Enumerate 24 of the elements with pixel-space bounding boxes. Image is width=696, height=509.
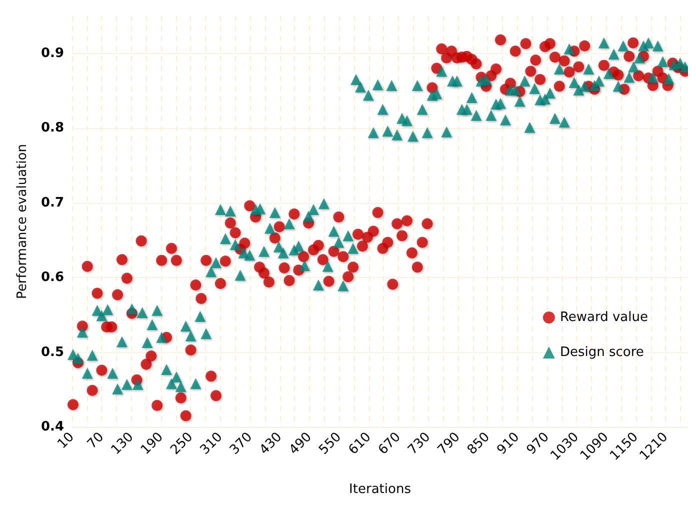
x-tick-label: 430 (256, 430, 286, 458)
x-tick-label: 190 (138, 430, 166, 458)
x-tick-label: 730 (405, 430, 434, 458)
x-tick-label: 310 (198, 430, 226, 458)
y-tick-label: 0.7 (40, 195, 64, 210)
x-tick-label: 910 (494, 430, 523, 458)
legend-label: Design score (560, 345, 644, 360)
y-tick-label: 0.9 (40, 46, 64, 61)
y-tick-label: 0.5 (40, 344, 64, 360)
x-tick-label: 70 (84, 430, 107, 452)
y-tick-label: 0.6 (40, 270, 64, 286)
x-tick-label: 790 (435, 430, 464, 458)
y-axis-title: Performance evaluation (15, 144, 30, 299)
x-tick-label: 130 (108, 430, 137, 458)
y-tick-label: 0.8 (40, 120, 64, 136)
legend-label: Reward value (560, 310, 648, 325)
x-tick-label: 610 (346, 430, 374, 458)
x-tick-label: 550 (316, 430, 344, 458)
x-tick-label: 250 (168, 430, 196, 458)
x-tick-label: 370 (227, 430, 256, 458)
x-tick-label: 670 (376, 430, 404, 458)
x-axis-title: Iterations (349, 482, 412, 497)
x-tick-label: 490 (286, 430, 315, 458)
x-tick-label: 850 (464, 430, 493, 458)
